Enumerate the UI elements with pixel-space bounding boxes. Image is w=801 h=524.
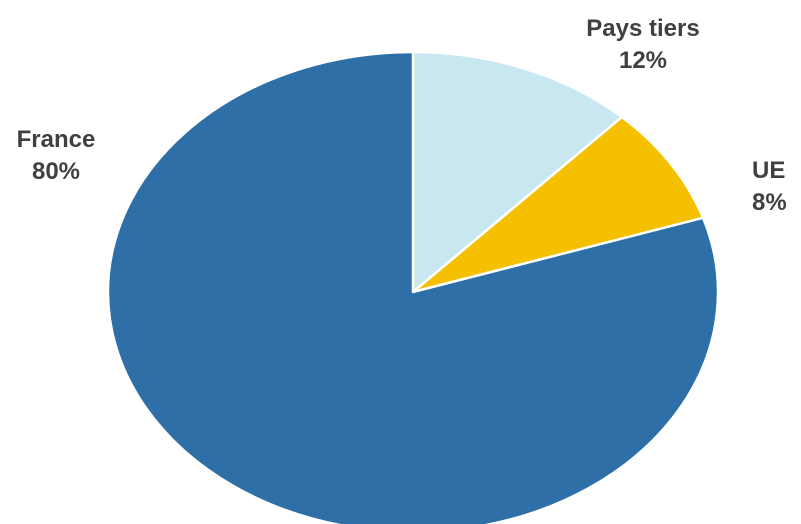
slice-percent-ue: 8%: [752, 189, 787, 216]
slice-label-pays-tiers: Pays tiers 12%: [586, 15, 699, 74]
slice-percent-pays-tiers: 12%: [619, 47, 667, 74]
slices-layer: [106, 50, 720, 524]
pie-slice-pays-tiers: [411, 50, 624, 294]
pie-slice-ue: [411, 115, 705, 294]
slice-label-ue: UE 8%: [752, 157, 787, 216]
slice-percent-france: 80%: [32, 158, 80, 185]
labels-layer: Pays tiers 12% UE 8% France 80%: [17, 15, 787, 216]
slice-label-france: France 80%: [17, 126, 96, 185]
slice-category-france: France: [17, 126, 96, 153]
pie-slice-france: [106, 50, 720, 524]
slice-category-pays-tiers: Pays tiers: [586, 15, 699, 42]
slice-category-ue: UE: [752, 157, 785, 184]
